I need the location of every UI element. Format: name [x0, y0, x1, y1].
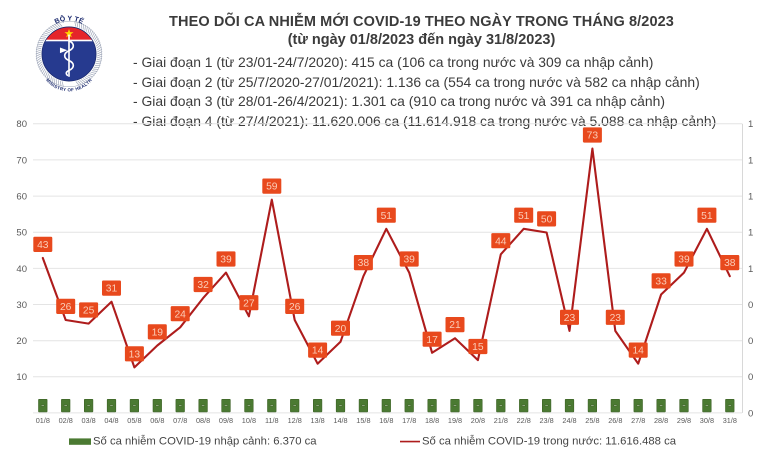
svg-text:1: 1	[748, 264, 753, 275]
svg-text:43: 43	[37, 240, 49, 251]
svg-text:13: 13	[129, 349, 141, 360]
svg-text:1: 1	[748, 119, 753, 130]
svg-text:26: 26	[60, 302, 72, 313]
svg-text:38: 38	[358, 258, 370, 269]
svg-text:14: 14	[312, 346, 324, 357]
svg-text:15: 15	[472, 342, 484, 353]
svg-text:51: 51	[518, 211, 530, 222]
svg-text:12/8: 12/8	[288, 416, 302, 425]
svg-text:22/8: 22/8	[517, 416, 531, 425]
svg-text:Số ca nhiễm COVID-19 nhập cảnh: Số ca nhiễm COVID-19 nhập cảnh: 6.370 ca	[93, 434, 317, 447]
svg-text:39: 39	[220, 255, 232, 266]
svg-text:11/8: 11/8	[265, 416, 279, 425]
svg-text:14: 14	[632, 346, 644, 357]
svg-text:13/8: 13/8	[310, 416, 324, 425]
svg-text:14/8: 14/8	[333, 416, 347, 425]
svg-text:0: 0	[748, 372, 753, 383]
svg-text:16/8: 16/8	[379, 416, 393, 425]
svg-text:28/8: 28/8	[654, 416, 668, 425]
svg-text:08/8: 08/8	[196, 416, 210, 425]
svg-text:23: 23	[564, 313, 576, 324]
svg-text:23: 23	[610, 313, 622, 324]
svg-text:Số ca nhiễm COVID-19 trong nướ: Số ca nhiễm COVID-19 trong nước: 11.616.…	[422, 434, 677, 447]
svg-text:10/8: 10/8	[242, 416, 256, 425]
svg-text:24: 24	[174, 309, 186, 320]
svg-text:33: 33	[655, 277, 667, 288]
svg-text:18/8: 18/8	[425, 416, 439, 425]
svg-text:30/8: 30/8	[700, 416, 714, 425]
svg-text:44: 44	[495, 236, 507, 247]
svg-text:29/8: 29/8	[677, 416, 691, 425]
svg-text:05/8: 05/8	[127, 416, 141, 425]
svg-text:38: 38	[724, 258, 736, 269]
svg-text:04/8: 04/8	[104, 416, 118, 425]
svg-text:21/8: 21/8	[494, 416, 508, 425]
svg-text:0: 0	[748, 408, 753, 419]
svg-text:40: 40	[16, 264, 27, 275]
svg-text:0: 0	[748, 336, 753, 347]
svg-text:20: 20	[16, 336, 27, 347]
svg-text:06/8: 06/8	[150, 416, 164, 425]
svg-text:60: 60	[16, 192, 27, 203]
svg-text:39: 39	[678, 255, 690, 266]
svg-text:80: 80	[16, 119, 27, 130]
svg-text:26: 26	[289, 302, 301, 313]
svg-text:15/8: 15/8	[356, 416, 370, 425]
svg-text:27: 27	[243, 298, 255, 309]
svg-text:21: 21	[449, 320, 461, 331]
svg-text:02/8: 02/8	[59, 416, 73, 425]
svg-text:20: 20	[335, 324, 347, 335]
svg-text:59: 59	[266, 182, 278, 193]
svg-text:50: 50	[541, 215, 553, 226]
svg-text:50: 50	[16, 228, 27, 239]
svg-text:19/8: 19/8	[448, 416, 462, 425]
svg-text:17/8: 17/8	[402, 416, 416, 425]
svg-text:25: 25	[83, 306, 95, 317]
svg-text:24/8: 24/8	[562, 416, 576, 425]
svg-text:03/8: 03/8	[81, 416, 95, 425]
svg-text:07/8: 07/8	[173, 416, 187, 425]
svg-text:32: 32	[197, 280, 209, 291]
svg-text:10: 10	[16, 372, 27, 383]
svg-text:31: 31	[106, 284, 118, 295]
svg-text:1: 1	[748, 228, 753, 239]
svg-text:27/8: 27/8	[631, 416, 645, 425]
svg-text:31/8: 31/8	[723, 416, 737, 425]
svg-text:39: 39	[403, 255, 415, 266]
svg-text:51: 51	[701, 211, 713, 222]
svg-text:1: 1	[748, 155, 753, 166]
svg-text:51: 51	[381, 211, 393, 222]
svg-text:01/8: 01/8	[36, 416, 50, 425]
svg-text:30: 30	[16, 300, 27, 311]
svg-text:25/8: 25/8	[585, 416, 599, 425]
svg-text:09/8: 09/8	[219, 416, 233, 425]
svg-text:17: 17	[426, 335, 438, 346]
svg-text:19: 19	[152, 328, 164, 339]
svg-text:23/8: 23/8	[539, 416, 553, 425]
svg-text:26/8: 26/8	[608, 416, 622, 425]
svg-text:1: 1	[748, 192, 753, 203]
svg-text:20/8: 20/8	[471, 416, 485, 425]
svg-text:73: 73	[587, 131, 599, 142]
svg-text:0: 0	[748, 300, 753, 311]
svg-text:70: 70	[16, 155, 27, 166]
